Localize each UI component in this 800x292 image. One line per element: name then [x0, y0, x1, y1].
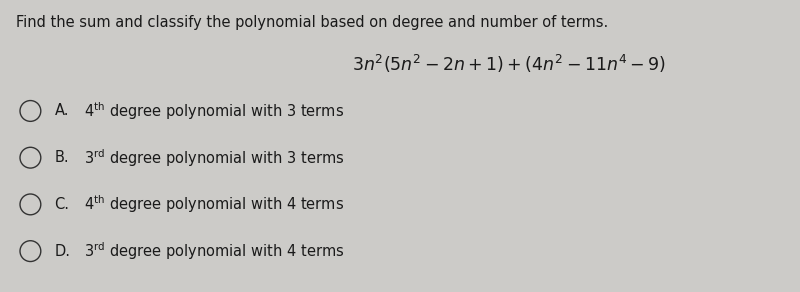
Text: $3^{\mathregular{rd}}$ degree polynomial with 4 terms: $3^{\mathregular{rd}}$ degree polynomial…: [84, 240, 344, 262]
Text: C.: C.: [54, 197, 70, 212]
Text: $3^{\mathregular{rd}}$ degree polynomial with 3 terms: $3^{\mathregular{rd}}$ degree polynomial…: [84, 147, 344, 168]
Text: Find the sum and classify the polynomial based on degree and number of terms.: Find the sum and classify the polynomial…: [16, 15, 608, 29]
Text: A.: A.: [54, 103, 69, 119]
Text: D.: D.: [54, 244, 70, 259]
Text: B.: B.: [54, 150, 69, 165]
Text: $4^{\mathregular{th}}$ degree polynomial with 3 terms: $4^{\mathregular{th}}$ degree polynomial…: [84, 100, 344, 122]
Text: $4^{\mathregular{th}}$ degree polynomial with 4 terms: $4^{\mathregular{th}}$ degree polynomial…: [84, 194, 344, 215]
Text: $3n^2(5n^2 - 2n + 1) + (4n^2 - 11n^4 - 9)$: $3n^2(5n^2 - 2n + 1) + (4n^2 - 11n^4 - 9…: [352, 53, 666, 75]
